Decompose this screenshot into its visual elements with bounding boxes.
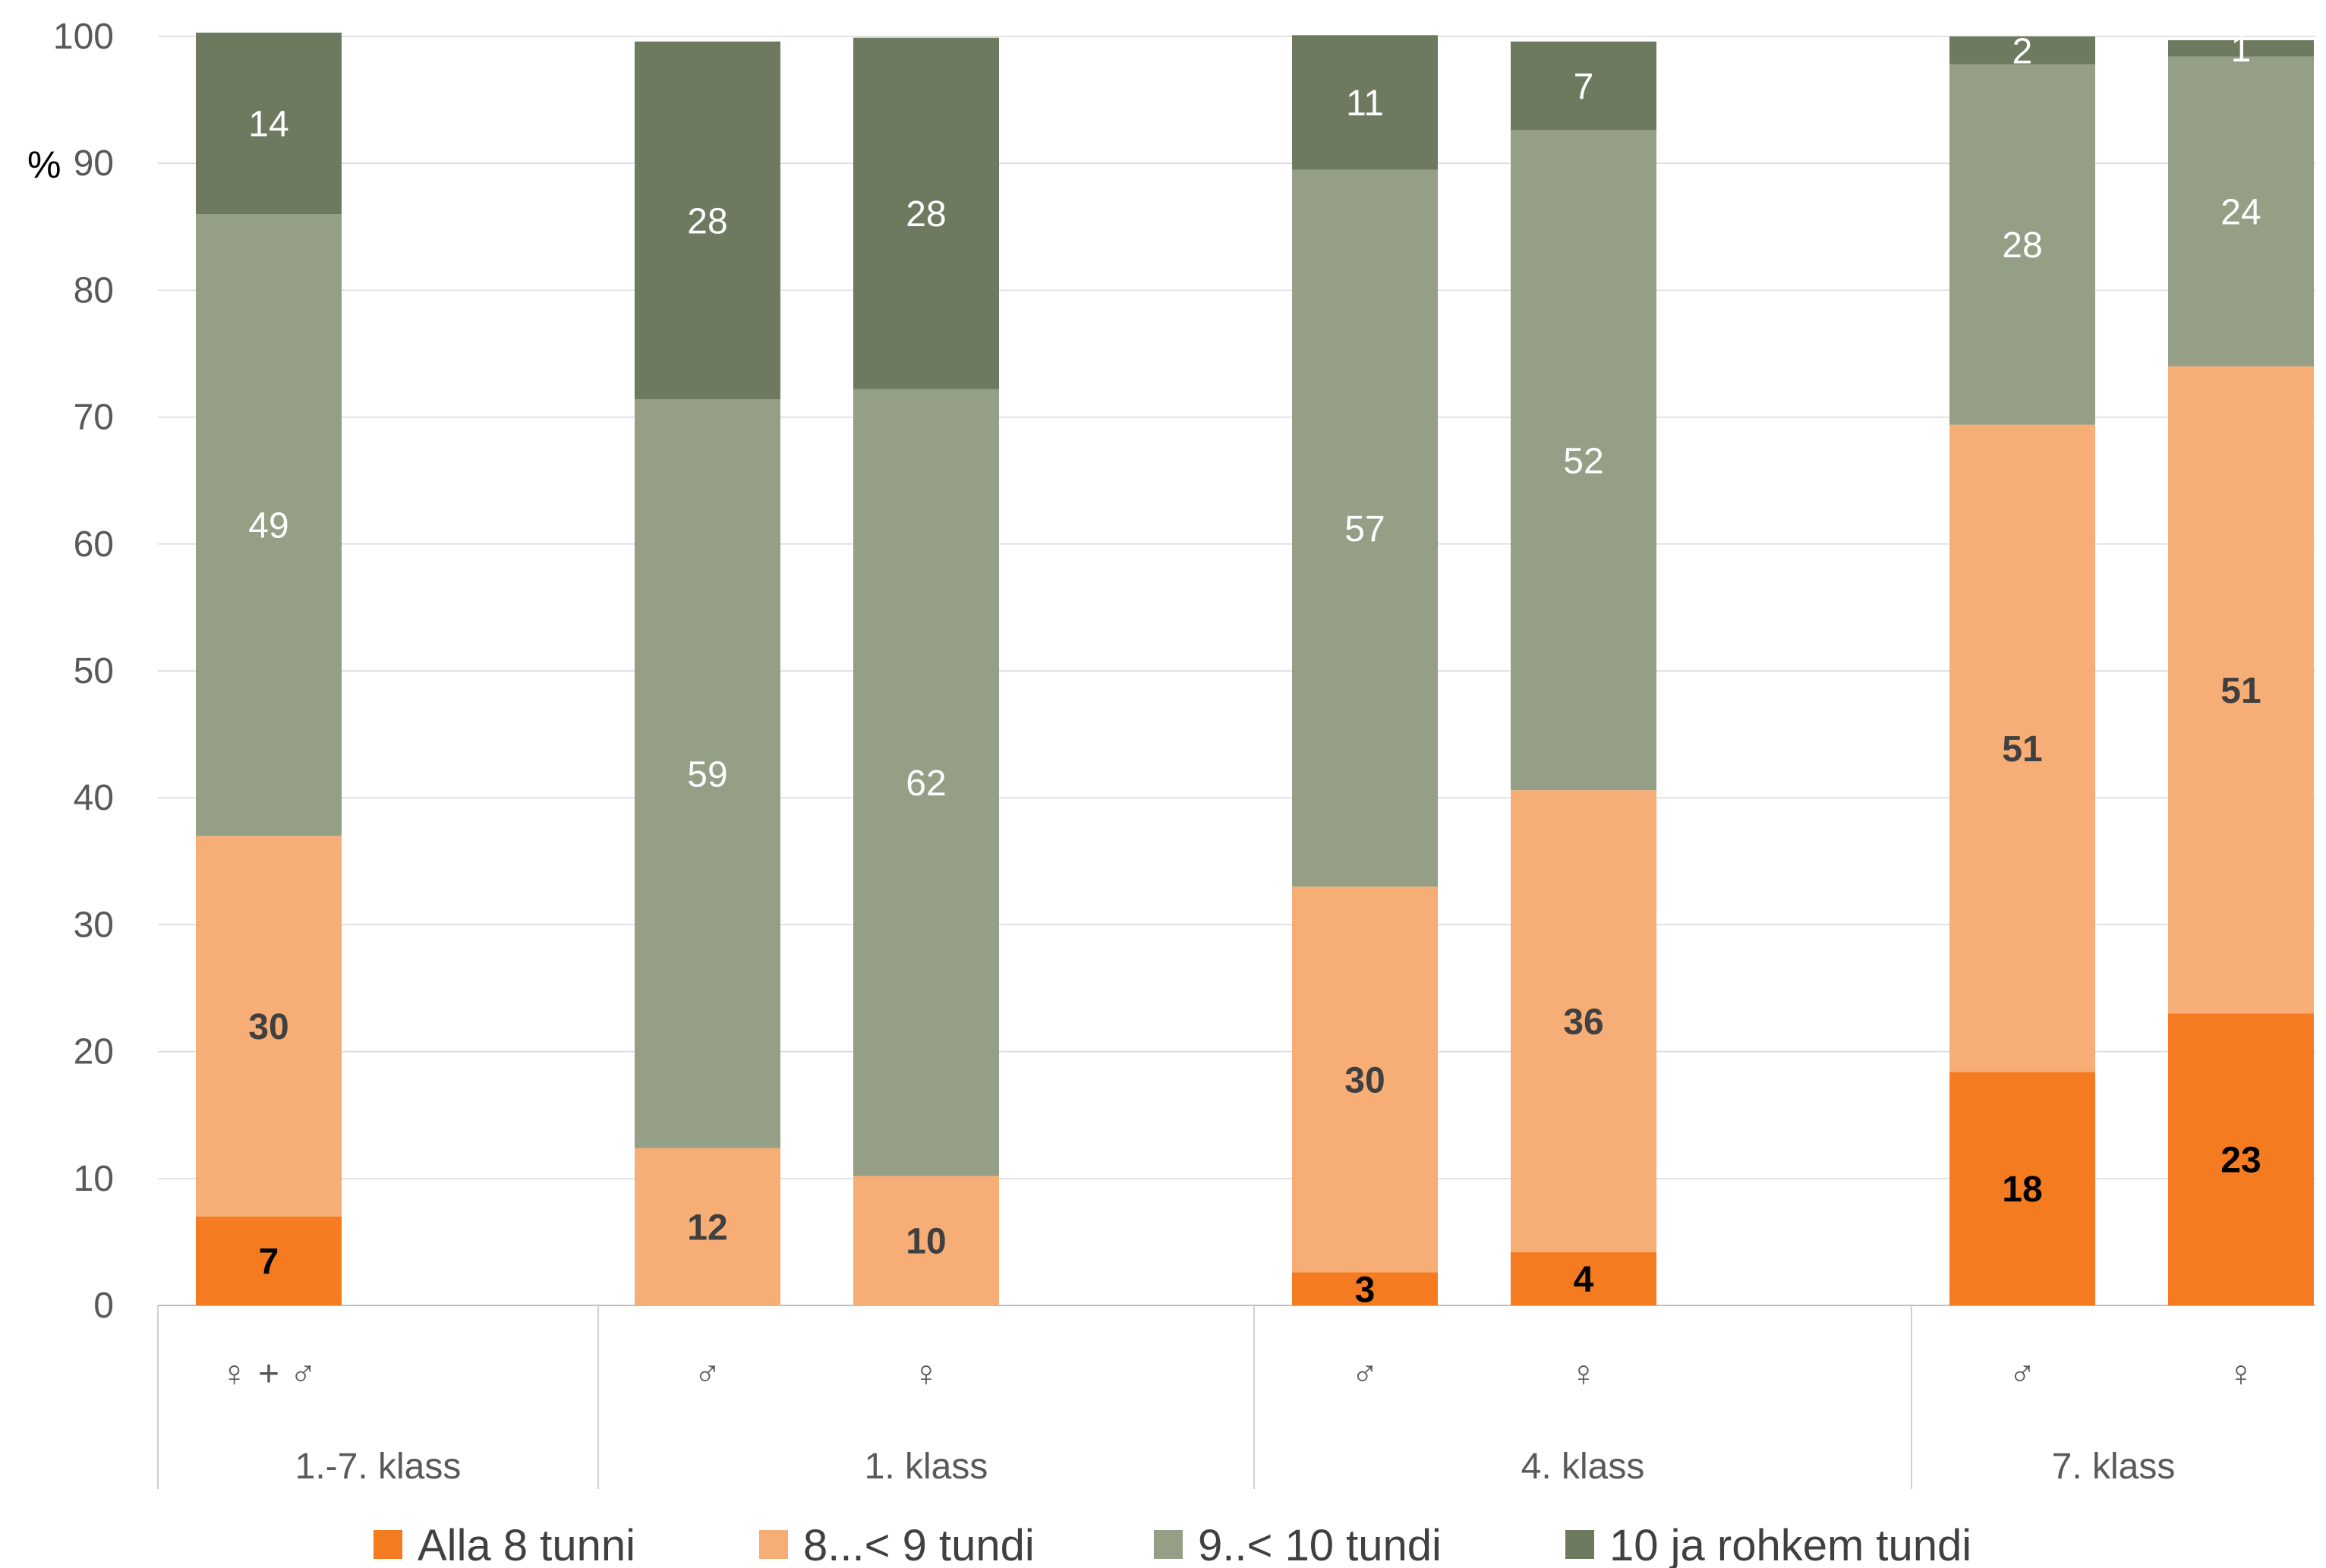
legend-swatch xyxy=(1565,1530,1594,1559)
data-label: 7 xyxy=(1574,67,1594,107)
bar-segment xyxy=(1511,41,1656,131)
y-tick-label: 50 xyxy=(74,651,114,691)
bar-segment xyxy=(1292,1272,1438,1305)
x-tick-label: ♀ xyxy=(2227,1354,2255,1394)
y-tick-label: 90 xyxy=(74,143,114,184)
bar-segment xyxy=(635,41,780,400)
x-tick-label: ♀ + ♂ xyxy=(221,1354,317,1394)
bar-segment xyxy=(2168,40,2314,57)
data-label: 28 xyxy=(687,201,727,241)
bar-segment xyxy=(1292,886,1438,1273)
y-tick-label: 100 xyxy=(53,17,114,57)
legend-item: 8...< 9 tundi xyxy=(759,1521,1035,1568)
x-tick-label: ♂ xyxy=(694,1354,721,1394)
data-label: 24 xyxy=(2220,193,2261,233)
bar-segment xyxy=(2168,366,2314,1014)
bar-segment xyxy=(635,399,780,1148)
bar-segment xyxy=(2168,1013,2314,1305)
legend-swatch xyxy=(759,1530,788,1559)
bar-segment xyxy=(1292,169,1438,887)
data-label: 2 xyxy=(2012,31,2033,71)
y-tick-label: 70 xyxy=(74,398,114,438)
x-tick-label: ♂ xyxy=(2009,1354,2036,1394)
bar-segment xyxy=(196,32,342,215)
bar-segment xyxy=(196,1216,342,1305)
bar-segment xyxy=(1292,35,1438,170)
bar-segment xyxy=(853,37,999,389)
data-label: 36 xyxy=(1563,1002,1603,1042)
x-axis: ♀ + ♂ ♂ ♀ ♂ ♀ ♂ ♀ 1.-7. klass 1. klass 4. klass 7.… xyxy=(157,1305,2255,1489)
bar-segment xyxy=(853,1176,999,1305)
x-group-label: 1. klass xyxy=(865,1447,988,1487)
bar-segment xyxy=(2168,56,2314,367)
bar-segment xyxy=(196,836,342,1217)
data-label: 28 xyxy=(2002,225,2042,266)
data-label: 18 xyxy=(2002,1170,2042,1210)
bar-segment xyxy=(1511,130,1656,791)
bar-segment xyxy=(1949,424,2095,1072)
data-label: 51 xyxy=(2002,729,2042,770)
bars xyxy=(196,32,2314,1305)
data-label: 28 xyxy=(906,194,946,235)
data-label: 10 xyxy=(906,1222,946,1262)
y-tick-label: 20 xyxy=(74,1032,114,1072)
data-label: 4 xyxy=(1574,1260,1594,1300)
legend-swatch xyxy=(1154,1530,1183,1559)
legend-item: Alla 8 tunni xyxy=(373,1521,635,1568)
y-tick-label: 10 xyxy=(74,1159,114,1199)
data-label: 30 xyxy=(1344,1060,1385,1100)
data-label: 49 xyxy=(248,506,288,546)
x-tick-label: ♂ xyxy=(1351,1354,1379,1394)
data-label: 51 xyxy=(2220,671,2261,711)
x-group-label: 4. klass xyxy=(1521,1447,1645,1487)
x-group-label: 1.-7. klass xyxy=(295,1447,462,1487)
y-tick-label: 0 xyxy=(93,1286,114,1326)
data-label: 7 xyxy=(259,1242,279,1282)
legend-label: 9..< 10 tundi xyxy=(1198,1521,1442,1568)
data-label: 12 xyxy=(687,1207,727,1248)
x-group-label: 7. klass xyxy=(2052,1447,2176,1487)
bar-segment xyxy=(196,214,342,836)
legend: Alla 8 tunni 8...< 9 tundi 9..< 10 tundi 10… xyxy=(373,1521,1971,1568)
data-label: 23 xyxy=(2220,1141,2261,1181)
y-tick-label: 60 xyxy=(74,524,114,565)
y-axis: 0 10 20 30 40 50 60 70 80 90 100 xyxy=(53,17,114,1326)
bar-segment xyxy=(1949,36,2095,65)
data-label: 62 xyxy=(906,764,946,804)
y-axis-unit-label: % xyxy=(27,143,61,186)
legend-label: 10 ja rohkem tundi xyxy=(1609,1521,1971,1568)
data-label: 3 xyxy=(1355,1270,1376,1310)
bar-segment xyxy=(853,389,999,1176)
bar-segment xyxy=(1511,1252,1656,1305)
x-tick-label: ♀ xyxy=(912,1354,940,1394)
x-tick-label: ♀ xyxy=(1570,1354,1597,1394)
bar-segment xyxy=(1511,790,1656,1252)
legend-label: Alla 8 tunni xyxy=(418,1521,635,1568)
data-label: 57 xyxy=(1344,509,1385,549)
data-label: 30 xyxy=(248,1007,288,1047)
y-tick-label: 40 xyxy=(74,778,114,818)
data-label: 59 xyxy=(687,754,727,795)
y-tick-label: 30 xyxy=(74,905,114,945)
legend-label: 8...< 9 tundi xyxy=(803,1521,1035,1568)
data-label: 1 xyxy=(2231,30,2252,70)
bar-segment xyxy=(1949,1072,2095,1305)
data-label: 14 xyxy=(248,105,288,145)
segment-labels: 7 30 49 14 12 59 28 10 62 28 3 30 57 11 4 36 52 7 18 51 28 2 2… xyxy=(248,30,2261,1310)
y-tick-label: 80 xyxy=(74,270,114,310)
bar-segment xyxy=(1949,64,2095,425)
legend-swatch xyxy=(373,1530,402,1559)
legend-item: 10 ja rohkem tundi xyxy=(1565,1521,1971,1568)
legend-item: 9..< 10 tundi xyxy=(1154,1521,1442,1568)
data-label: 11 xyxy=(1346,83,1384,124)
data-label: 52 xyxy=(1563,441,1603,481)
bar-segment xyxy=(635,1148,780,1305)
